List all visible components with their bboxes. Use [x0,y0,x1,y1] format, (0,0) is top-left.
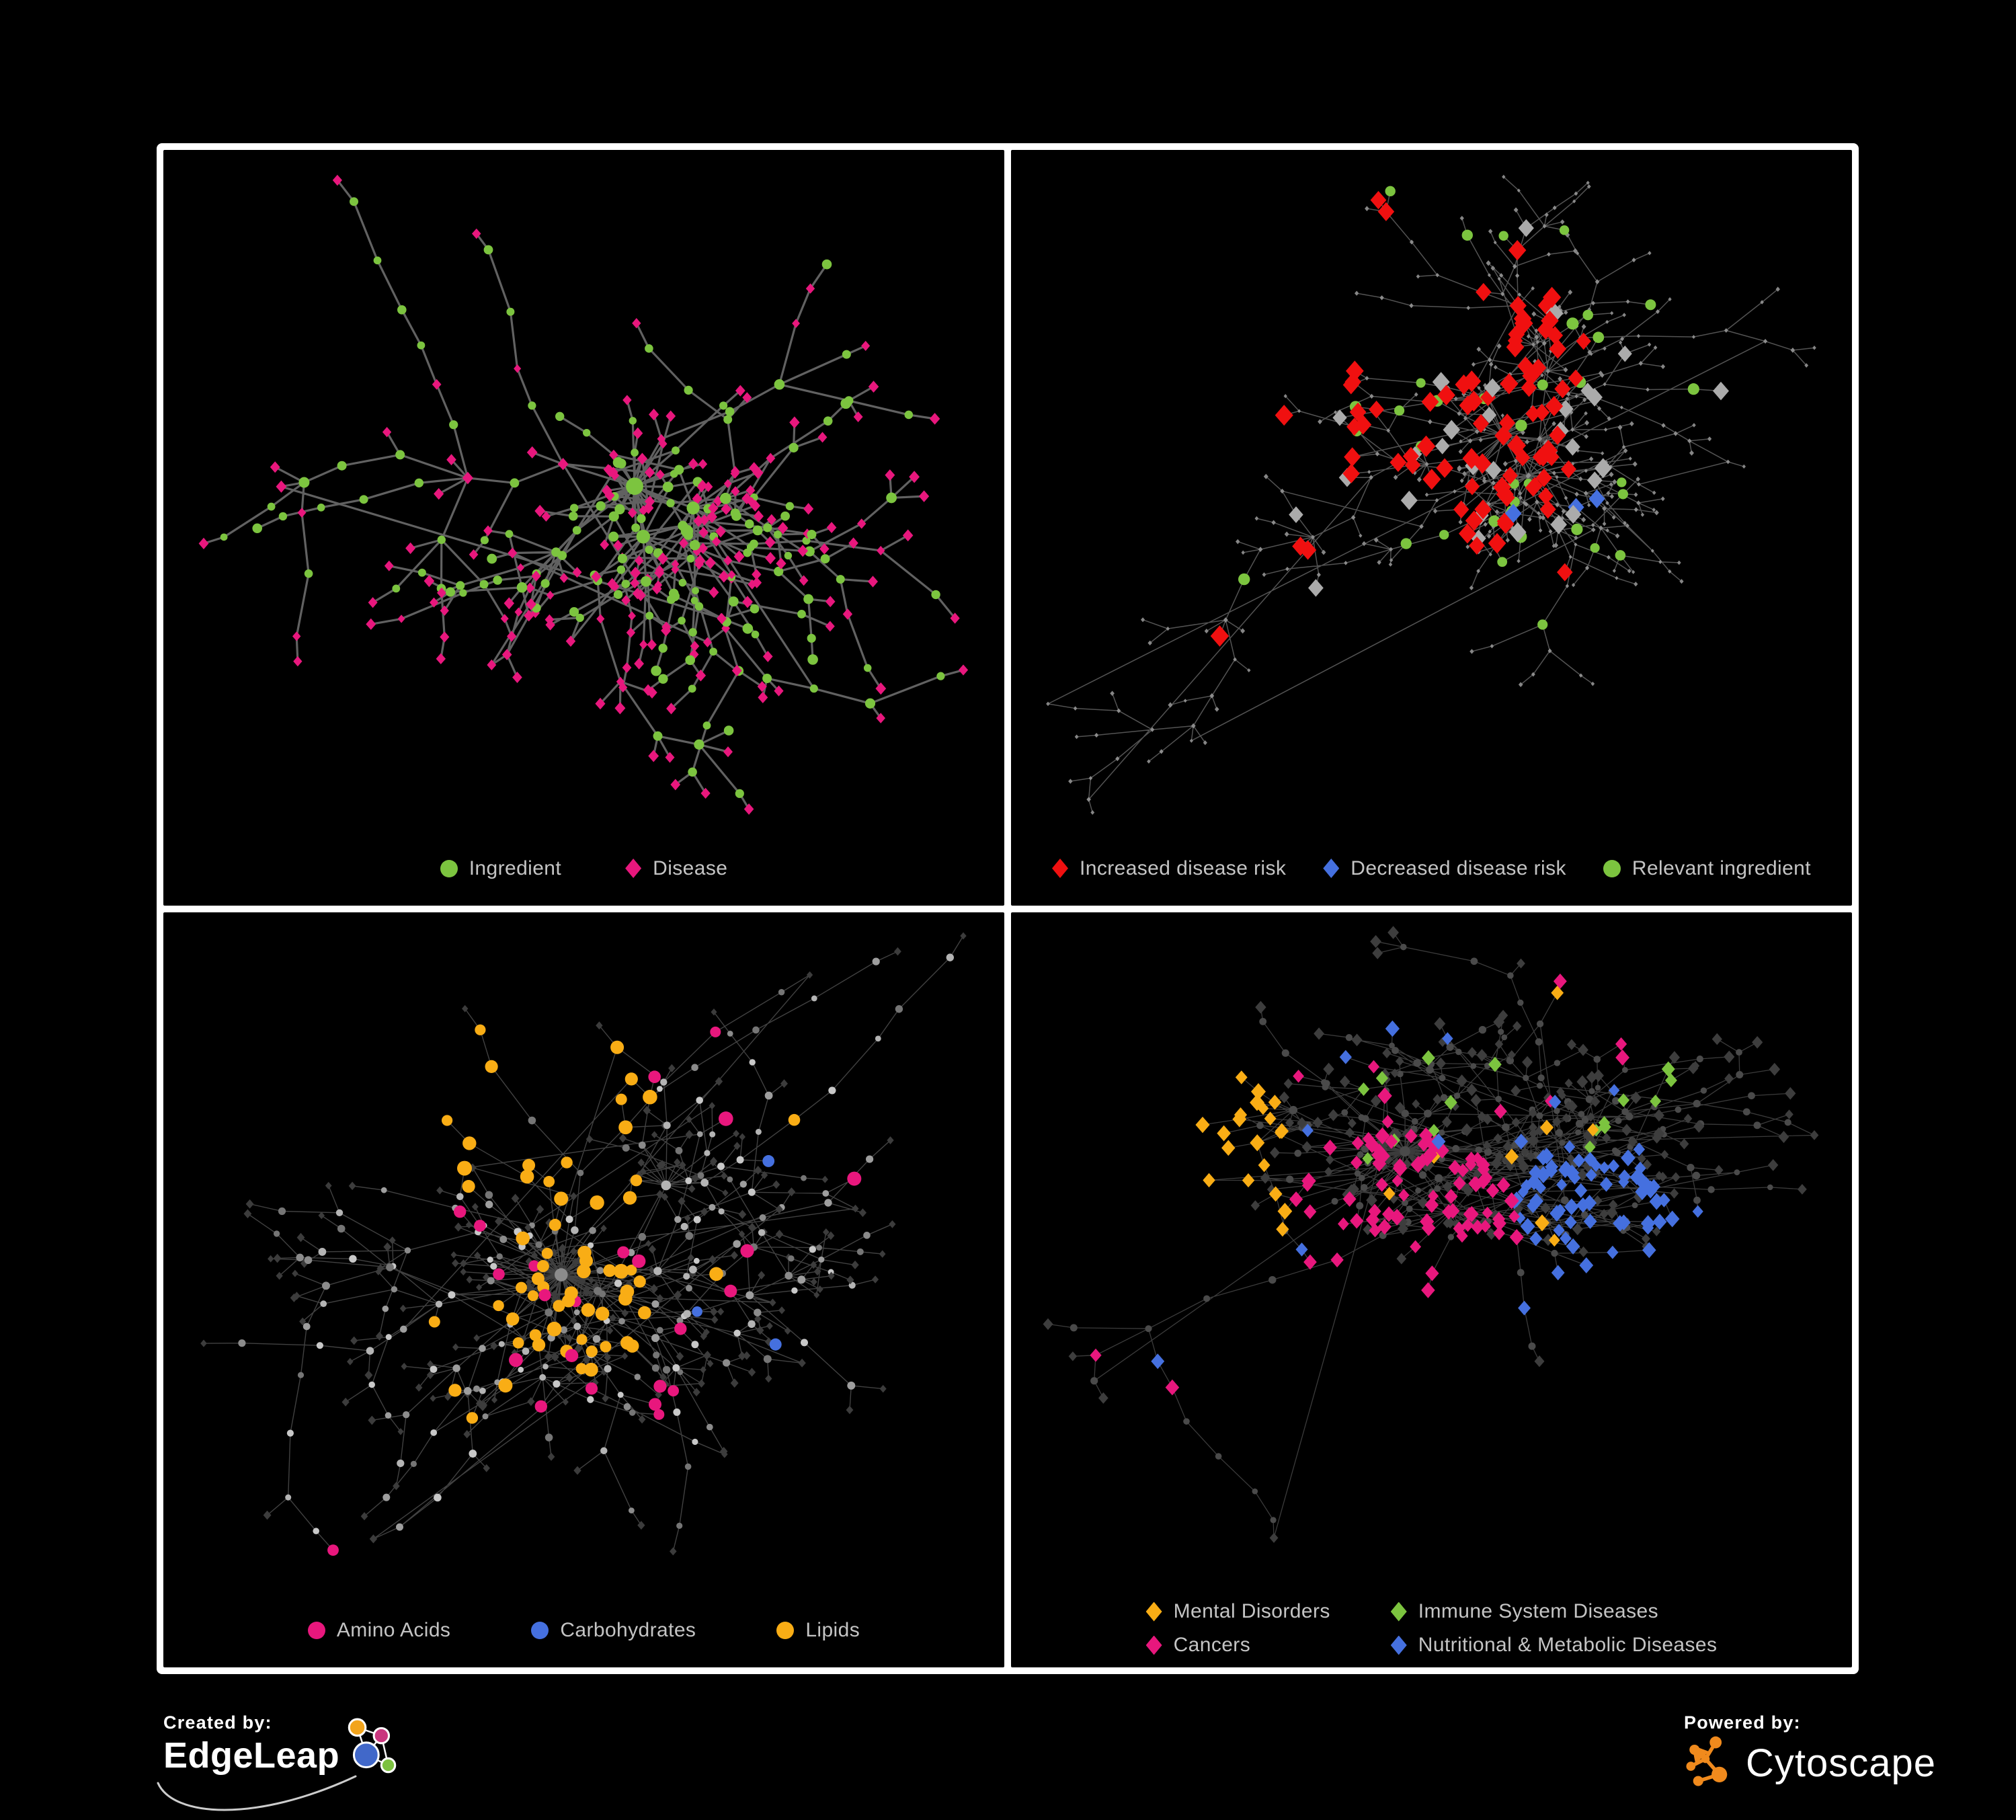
legend-marker-diamond-icon [625,859,642,878]
legend-marker-diamond-icon [1052,859,1068,878]
legend-marker-diamond-icon [1390,1635,1407,1655]
network-disease-risk [1046,174,1816,815]
legend-label: Decreased disease risk [1350,857,1566,879]
legend-disease-classes: Mental Disorders Immune System Diseases Ca… [1011,1600,1852,1657]
legend-marker-circle-icon [531,1622,549,1639]
legend-marker-diamond-icon [1323,859,1340,878]
legend-item: Mental Disorders [1145,1600,1330,1623]
brand-cytoscape: Powered by: Cytoscape [1684,1712,1936,1791]
legend-item: Amino Acids [307,1619,451,1642]
legend-marker-diamond-icon [1145,1635,1162,1655]
network-ingredient-disease [198,174,969,815]
legend-label: Disease [653,857,728,879]
legend-label: Increased disease risk [1080,857,1287,879]
created-by-label: Created by: [163,1712,272,1733]
cytoscape-logo-icon [1686,1736,1728,1786]
cytoscape-logo: Cytoscape [1684,1736,1936,1791]
legend-marker-circle-icon [440,859,458,877]
legend-item: Decreased disease risk [1323,857,1566,880]
legend-item: Carbohydrates [531,1619,696,1642]
legend-label: Amino Acids [336,1619,451,1641]
panel-nutrient-classes: Amino Acids Carbohydrates Lipids [163,912,1004,1667]
legend-ingredient-disease: Ingredient Disease [163,857,1004,880]
legend-item: Increased disease risk [1052,857,1286,880]
legend-disease-risk: Increased disease risk Decreased disease … [1011,857,1852,880]
legend-item: Relevant ingredient [1603,857,1811,880]
legend-marker-diamond-icon [1145,1601,1162,1622]
legend-item: Cancers [1145,1634,1330,1657]
legend-item: Nutritional & Metabolic Diseases [1390,1634,1718,1657]
legend-marker-circle-icon [1603,859,1621,877]
edgeleap-logo-icon [348,1718,397,1774]
powered-by-label: Powered by: [1684,1712,1801,1733]
legend-label: Immune System Diseases [1418,1600,1658,1622]
network-disease-classes [1043,925,1819,1543]
legend-label: Ingredient [469,857,562,879]
cytoscape-wordmark: Cytoscape [1746,1741,1937,1785]
edgeleap-wordmark: EdgeLeap [163,1735,340,1776]
legend-label: Nutritional & Metabolic Diseases [1418,1634,1718,1656]
legend-item: Lipids [776,1619,860,1642]
legend-label: Mental Disorders [1173,1600,1330,1622]
legend-item: Disease [625,857,727,880]
legend-label: Carbohydrates [560,1619,696,1641]
legend-item: Immune System Diseases [1390,1600,1718,1623]
legend-marker-circle-icon [307,1622,325,1639]
legend-label: Cancers [1173,1634,1251,1656]
legend-label: Relevant ingredient [1631,857,1811,879]
brand-edgeleap: Created by: EdgeLeap [157,1712,401,1811]
panel-grid: Ingredient Disease Increased disease risk… [157,143,1859,1674]
legend-marker-circle-icon [776,1622,795,1639]
legend-nutrient-classes: Amino Acids Carbohydrates Lipids [163,1619,1004,1642]
edgeleap-logo: EdgeLeap [157,1718,401,1811]
network-nutrient-classes [200,932,967,1556]
panel-disease-risk: Increased disease risk Decreased disease … [1011,150,1852,906]
panel-disease-classes: Mental Disorders Immune System Diseases Ca… [1011,912,1852,1667]
legend-marker-diamond-icon [1390,1601,1407,1622]
legend-item: Ingredient [440,857,561,880]
panel-ingredient-disease: Ingredient Disease [163,150,1004,906]
legend-label: Lipids [805,1619,860,1641]
